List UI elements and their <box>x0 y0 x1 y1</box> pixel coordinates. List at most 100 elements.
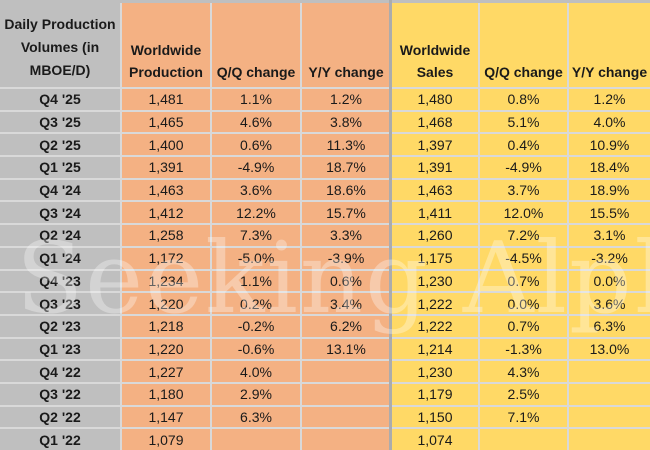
data-cell: -0.6% <box>212 338 300 360</box>
data-cell: 7.2% <box>480 225 567 246</box>
column-header-production-yy-change: Y/Y change <box>302 3 390 87</box>
data-cell: 18.7% <box>302 157 390 178</box>
data-cell <box>569 406 650 428</box>
data-cell: -3.2% <box>569 247 650 269</box>
data-cell: 3.3% <box>302 225 390 246</box>
data-cell: 0.7% <box>480 270 567 292</box>
data-cell: 1,230 <box>392 270 478 292</box>
data-cell: 1,412 <box>122 202 210 224</box>
data-cell <box>569 429 650 450</box>
data-cell: -5.0% <box>212 247 300 269</box>
data-cell: 0.0% <box>480 293 567 314</box>
data-cell <box>212 429 300 450</box>
data-cell: 1,230 <box>392 361 478 382</box>
data-cell: 1,220 <box>122 338 210 360</box>
data-cell: 5.1% <box>480 111 567 133</box>
data-cell: 3.7% <box>480 179 567 201</box>
data-cell: 1,079 <box>122 429 210 450</box>
data-cell: 12.2% <box>212 202 300 224</box>
data-cell: 15.5% <box>569 202 650 224</box>
row-label: Q2 '23 <box>0 315 120 337</box>
data-cell <box>480 429 567 450</box>
data-cell <box>302 406 390 428</box>
data-cell: 3.4% <box>302 293 390 314</box>
row-label: Q3 '22 <box>0 383 120 405</box>
column-header-production-qq-change: Q/Q change <box>212 3 300 87</box>
column-header-sales-yy-change: Y/Y change <box>569 3 650 87</box>
data-cell: 4.6% <box>212 111 300 133</box>
data-cell: 0.2% <box>212 293 300 314</box>
data-grid: Daily Production Volumes (in MBOE/D) Wor… <box>0 3 650 450</box>
data-cell: 4.0% <box>569 111 650 133</box>
data-cell: 0.6% <box>212 134 300 156</box>
row-label: Q1 '22 <box>0 429 120 450</box>
data-cell: 18.6% <box>302 179 390 201</box>
data-cell: 0.7% <box>480 315 567 337</box>
data-cell: 15.7% <box>302 202 390 224</box>
data-cell: 6.2% <box>302 315 390 337</box>
data-cell: 1,172 <box>122 247 210 269</box>
data-cell <box>302 429 390 450</box>
row-label: Q2 '22 <box>0 406 120 428</box>
data-cell: -4.9% <box>480 157 567 178</box>
row-label: Q3 '23 <box>0 293 120 314</box>
data-cell: 3.1% <box>569 225 650 246</box>
data-cell <box>302 383 390 405</box>
data-cell: 13.1% <box>302 338 390 360</box>
data-cell: 1,463 <box>122 179 210 201</box>
data-cell: 1,480 <box>392 89 478 110</box>
data-cell: 1,147 <box>122 406 210 428</box>
data-cell: 6.3% <box>569 315 650 337</box>
data-cell: 3.6% <box>212 179 300 201</box>
data-cell: 2.5% <box>480 383 567 405</box>
data-cell: -1.3% <box>480 338 567 360</box>
data-cell: 4.0% <box>212 361 300 382</box>
data-cell: 1,179 <box>392 383 478 405</box>
row-label: Q4 '24 <box>0 179 120 201</box>
data-cell: 18.9% <box>569 179 650 201</box>
data-cell: -4.5% <box>480 247 567 269</box>
row-label: Q1 '25 <box>0 157 120 178</box>
column-header-sales-qq-change: Q/Q change <box>480 3 567 87</box>
data-cell: 1,180 <box>122 383 210 405</box>
column-header-worldwide-sales: Worldwide Sales <box>392 3 478 87</box>
group-divider-line <box>389 0 392 450</box>
data-cell: 1.1% <box>212 89 300 110</box>
data-cell: 3.8% <box>302 111 390 133</box>
data-cell: 1,175 <box>392 247 478 269</box>
data-cell: 0.6% <box>302 270 390 292</box>
data-cell: 1,400 <box>122 134 210 156</box>
data-cell: 1,227 <box>122 361 210 382</box>
data-cell <box>569 361 650 382</box>
data-cell: 13.0% <box>569 338 650 360</box>
data-cell: 1,463 <box>392 179 478 201</box>
row-label: Q4 '23 <box>0 270 120 292</box>
row-label: Q1 '24 <box>0 247 120 269</box>
data-cell: 12.0% <box>480 202 567 224</box>
column-header-worldwide-production: Worldwide Production <box>122 3 210 87</box>
data-cell: 1,222 <box>392 315 478 337</box>
data-cell: -3.9% <box>302 247 390 269</box>
data-cell: 1,465 <box>122 111 210 133</box>
data-cell: 4.3% <box>480 361 567 382</box>
data-cell <box>302 361 390 382</box>
data-cell: 1,150 <box>392 406 478 428</box>
data-cell: 1,411 <box>392 202 478 224</box>
data-cell: 1,391 <box>392 157 478 178</box>
data-cell: 1.2% <box>569 89 650 110</box>
row-label: Q1 '23 <box>0 338 120 360</box>
row-label: Q3 '25 <box>0 111 120 133</box>
data-cell: -0.2% <box>212 315 300 337</box>
corner-header: Daily Production Volumes (in MBOE/D) <box>0 3 120 87</box>
data-cell: 3.6% <box>569 293 650 314</box>
data-cell: 1.1% <box>212 270 300 292</box>
data-cell: 1,258 <box>122 225 210 246</box>
data-cell: 1,222 <box>392 293 478 314</box>
data-cell: 0.4% <box>480 134 567 156</box>
data-cell: 2.9% <box>212 383 300 405</box>
data-cell: 1,481 <box>122 89 210 110</box>
row-label: Q2 '24 <box>0 225 120 246</box>
data-cell: 1.2% <box>302 89 390 110</box>
row-label: Q3 '24 <box>0 202 120 224</box>
